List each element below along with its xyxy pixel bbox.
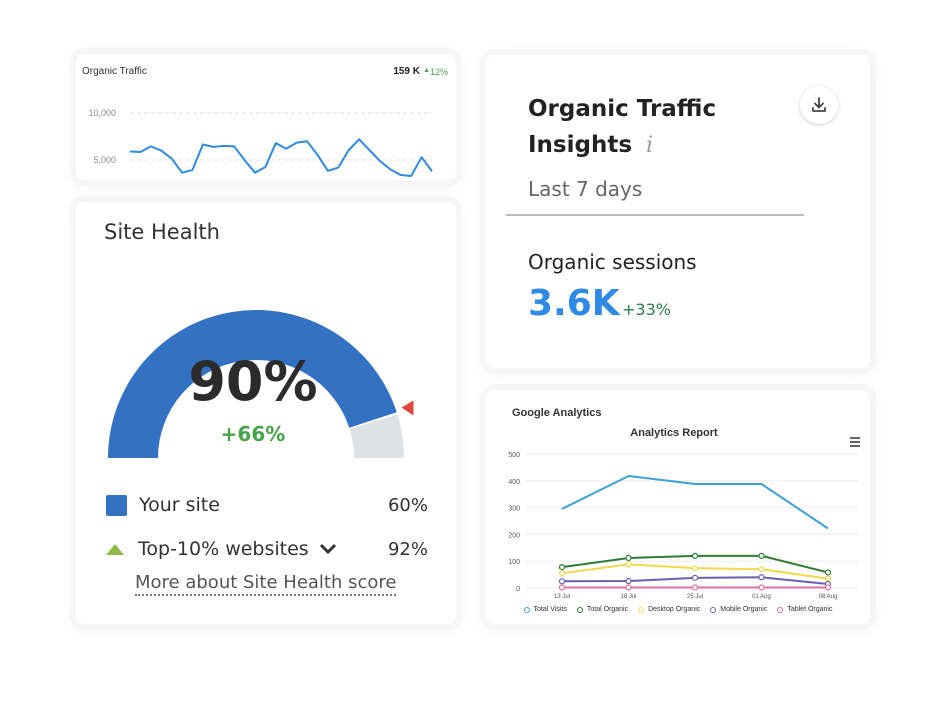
info-icon[interactable]: i — [646, 133, 654, 158]
data-point — [558, 578, 566, 585]
metric-label: Organic sessions — [528, 250, 697, 274]
data-point — [824, 569, 832, 576]
traffic-sparkline: 10,000 5,000 — [88, 108, 433, 177]
metric-change: +33% — [622, 300, 671, 319]
site-health-score: 90% — [188, 350, 318, 413]
legend-dot-icon — [576, 606, 583, 613]
ga-chart-title: Analytics Report — [630, 427, 718, 439]
legend-label: Top-10% websites — [138, 538, 309, 560]
legend-item[interactable]: Mobile Organic — [710, 606, 767, 613]
insights-period: Last 7 days — [528, 177, 643, 201]
x-tick-label: 25 Jul — [687, 594, 703, 600]
legend-item[interactable]: Total Organic — [576, 606, 629, 613]
chevron-down-icon[interactable] — [319, 540, 337, 559]
insights-title-line1: Organic Traffic — [528, 96, 717, 122]
data-point — [824, 584, 832, 591]
site-health-card: Site Health 90% +66% Your site 60% Top-1… — [76, 202, 456, 624]
x-tick-label: 13 Jul — [554, 594, 570, 600]
legend-label: Mobile Organic — [720, 606, 768, 613]
x-tick-label: 08 Aug — [819, 594, 838, 600]
ga-line-chart: 500 400 300 200 100 0 13 Jul 18 Jul 25 Jul 01 Aug… — [508, 452, 858, 600]
site-health-gauge — [108, 310, 414, 458]
site-health-title: Site Health — [104, 220, 220, 244]
y-tick-label: 500 — [508, 452, 520, 459]
legend-dot-icon — [523, 606, 530, 613]
y-tick-label: 100 — [508, 559, 520, 566]
legend-value: 92% — [387, 538, 428, 560]
more-about-site-health-link[interactable]: More about Site Health score — [135, 572, 397, 596]
legend-item[interactable]: Desktop Organic — [638, 606, 700, 613]
data-point — [558, 563, 566, 571]
y-tick-label: 200 — [508, 532, 520, 539]
legend-label: Your site — [139, 494, 220, 516]
data-point — [625, 577, 632, 585]
x-tick-label: 18 Jul — [620, 594, 636, 600]
y-tick-label: 5,000 — [93, 155, 116, 165]
ga-legend: Total Visits Total Organic Desktop Organic… — [486, 606, 870, 613]
x-tick-label: 01 Aug — [752, 594, 771, 600]
traffic-line — [129, 138, 433, 177]
your-site-swatch-icon — [106, 494, 127, 516]
triangle-up-icon — [106, 543, 124, 555]
data-point — [691, 574, 699, 581]
data-point — [758, 584, 765, 591]
legend-label: Total Organic — [586, 606, 629, 613]
legend-your-site: Your site 60% — [106, 492, 428, 518]
download-button[interactable] — [800, 86, 838, 124]
data-point — [691, 565, 699, 572]
data-point — [625, 584, 632, 591]
data-point — [625, 561, 632, 568]
traffic-card-title: Organic Traffic — [82, 66, 147, 77]
download-icon — [812, 97, 826, 112]
metric-value: 3.6K — [528, 283, 620, 324]
trend-up-icon: ▲ — [423, 67, 430, 74]
legend-dot-icon — [777, 606, 784, 613]
data-point — [824, 575, 832, 582]
organic-traffic-card: Organic Traffic 159 K ▲ 12% 10,000 5,000 — [76, 54, 456, 180]
data-point — [758, 566, 765, 573]
traffic-value: 159 K — [393, 66, 420, 77]
data-point — [625, 554, 632, 562]
legend-label: Total Visits — [533, 606, 567, 613]
insights-title-line2: Insights — [528, 132, 633, 158]
data-point — [691, 552, 699, 559]
y-tick-label: 400 — [508, 479, 520, 486]
legend-dot-icon — [638, 606, 645, 613]
legend-label: Desktop Organic — [648, 606, 701, 613]
data-point — [558, 570, 566, 577]
y-tick-label: 300 — [508, 506, 520, 513]
gauge-marker-icon — [401, 400, 414, 416]
y-tick-label: 0 — [516, 586, 520, 593]
legend-item[interactable]: Total Visits — [523, 606, 567, 613]
traffic-change: 12% — [429, 67, 448, 77]
google-analytics-card: Google Analytics Analytics Report 500 400… — [486, 390, 870, 624]
hamburger-menu-icon[interactable] — [850, 437, 860, 449]
data-point — [558, 584, 566, 591]
series-line — [561, 474, 829, 530]
data-point — [758, 574, 765, 581]
insights-title: Organic Traffic Insights i — [528, 91, 716, 164]
divider — [506, 214, 804, 216]
organic-traffic-insights-card: Organic Traffic Insights i Last 7 days Or… — [486, 55, 870, 368]
legend-item[interactable]: Tablet Organic — [777, 606, 832, 613]
gauge-track — [349, 414, 404, 458]
legend-value: 60% — [387, 494, 428, 516]
legend-dot-icon — [710, 606, 717, 613]
data-point — [758, 552, 765, 559]
data-point — [691, 584, 699, 591]
gauge-fill — [108, 310, 397, 458]
site-health-change: +66% — [220, 422, 286, 446]
legend-top-websites[interactable]: Top-10% websites 92% — [106, 536, 428, 562]
y-tick-label: 10,000 — [88, 108, 116, 118]
ga-title: Google Analytics — [512, 407, 602, 419]
legend-label: Tablet Organic — [787, 606, 833, 613]
